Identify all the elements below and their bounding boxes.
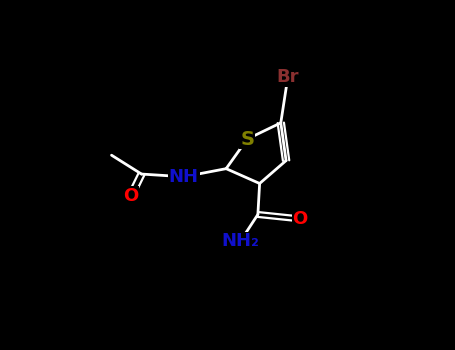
- Text: NH₂: NH₂: [221, 232, 259, 251]
- Text: S: S: [240, 130, 254, 148]
- Text: O: O: [293, 210, 308, 228]
- Text: Br: Br: [277, 68, 299, 86]
- Text: O: O: [123, 187, 139, 205]
- Text: NH: NH: [169, 168, 199, 186]
